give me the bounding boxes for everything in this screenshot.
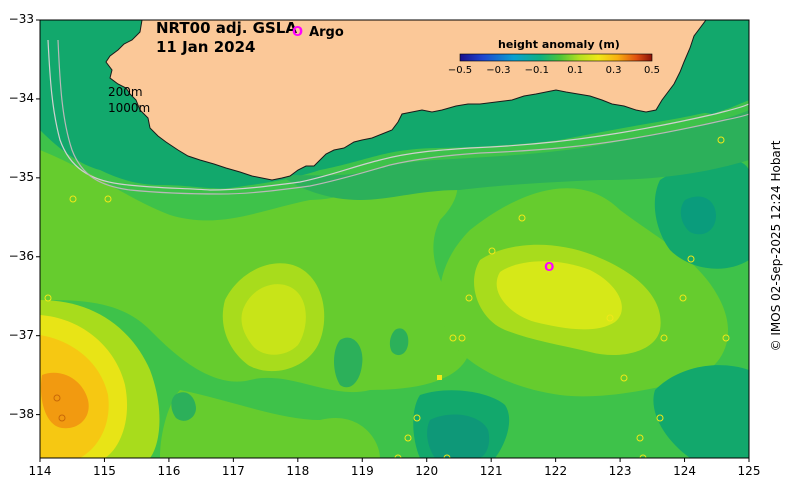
float-marker xyxy=(413,414,421,422)
isobath-200m-label: 200m xyxy=(108,85,143,99)
latitude-label: −36 xyxy=(8,248,34,263)
longitude-label: 117 xyxy=(221,464,245,478)
anomaly-zone-light-south xyxy=(160,390,380,458)
longitude-ticks xyxy=(39,458,750,462)
float-markers xyxy=(44,136,730,458)
anomaly-low-small-west xyxy=(171,392,196,421)
longitude-label: 122 xyxy=(544,464,568,478)
longitude-label: 118 xyxy=(286,464,310,478)
colorbar xyxy=(459,53,653,62)
map-area: O xyxy=(40,20,749,458)
longitude-label: 123 xyxy=(608,464,632,478)
map-title-date: 11 Jan 2024 xyxy=(156,38,256,56)
argo-float-marker[interactable]: O xyxy=(544,260,554,274)
float-marker xyxy=(660,334,668,342)
colorbar-tick-label: −0.1 xyxy=(524,65,549,76)
latitude-label: −37 xyxy=(8,327,34,342)
float-marker xyxy=(636,434,644,442)
float-marker xyxy=(656,414,664,422)
colorbar-tick-label: −0.3 xyxy=(486,65,511,76)
latitude-ticks xyxy=(36,19,40,416)
longitude-label: 119 xyxy=(350,464,374,478)
isobath-1000m-label: 1000m xyxy=(108,101,151,115)
colorbar-tick-label: 0.5 xyxy=(644,65,660,76)
map-frame xyxy=(39,19,750,459)
colorbar-tick-label: −0.5 xyxy=(447,65,473,76)
colorbar-tick-label: 0.1 xyxy=(567,65,584,76)
float-marker xyxy=(443,454,451,458)
anomaly-low-east-core xyxy=(680,196,716,235)
float-marker xyxy=(687,255,695,263)
longitude-label: 116 xyxy=(157,464,181,478)
longitude-label: 125 xyxy=(737,464,761,478)
anomaly-low-small-central xyxy=(389,328,409,356)
argo-legend: O Argo xyxy=(292,25,344,40)
imos-credit: © IMOS 02-Sep-2025 12:24 Hobart xyxy=(769,140,783,352)
float-marker xyxy=(679,294,687,302)
latitude-label: −33 xyxy=(8,12,34,26)
shelf-south-extension xyxy=(280,110,749,200)
float-marker xyxy=(717,136,725,144)
colorbar-title: height anomaly (m) xyxy=(498,38,620,51)
map-title-product: NRT00 adj. GSLA xyxy=(156,19,297,37)
float-marker-square xyxy=(437,375,442,380)
float-marker xyxy=(722,334,730,342)
anomaly-low-small-mid xyxy=(334,337,363,388)
longitude-label: 120 xyxy=(415,464,439,478)
float-marker xyxy=(449,334,457,342)
float-marker xyxy=(53,394,61,402)
longitude-label: 121 xyxy=(479,464,503,478)
float-marker xyxy=(104,195,112,203)
float-marker xyxy=(465,294,473,302)
anomaly-low-southeast xyxy=(653,365,749,458)
float-marker xyxy=(518,214,526,222)
colorbar-tick-label: 0.3 xyxy=(605,65,622,76)
longitude-label: 114 xyxy=(28,464,52,478)
argo-legend-symbol: O xyxy=(292,25,304,40)
float-marker xyxy=(620,374,628,382)
longitude-label: 124 xyxy=(673,464,696,478)
float-marker xyxy=(458,334,466,342)
argo-legend-label: Argo xyxy=(309,25,344,40)
float-marker xyxy=(69,195,77,203)
anomaly-high-east-core xyxy=(496,261,622,330)
anomaly-low-south-central-core xyxy=(427,414,490,458)
latitude-label: −34 xyxy=(8,90,34,105)
latitude-label: −38 xyxy=(8,406,34,421)
float-marker xyxy=(44,294,52,302)
float-marker xyxy=(606,314,614,322)
anomaly-high-central-west-core xyxy=(241,284,306,355)
isobath-200m xyxy=(47,39,749,191)
float-marker xyxy=(58,414,66,422)
land-mass-east-coast xyxy=(686,20,749,114)
float-marker xyxy=(394,454,402,458)
isobath-1000m xyxy=(57,39,749,195)
float-marker xyxy=(639,454,647,458)
longitude-label: 115 xyxy=(93,464,116,478)
anomaly-high-southwest-core xyxy=(40,372,89,429)
float-marker xyxy=(404,434,412,442)
float-marker xyxy=(488,247,496,255)
latitude-label: −35 xyxy=(8,169,34,184)
